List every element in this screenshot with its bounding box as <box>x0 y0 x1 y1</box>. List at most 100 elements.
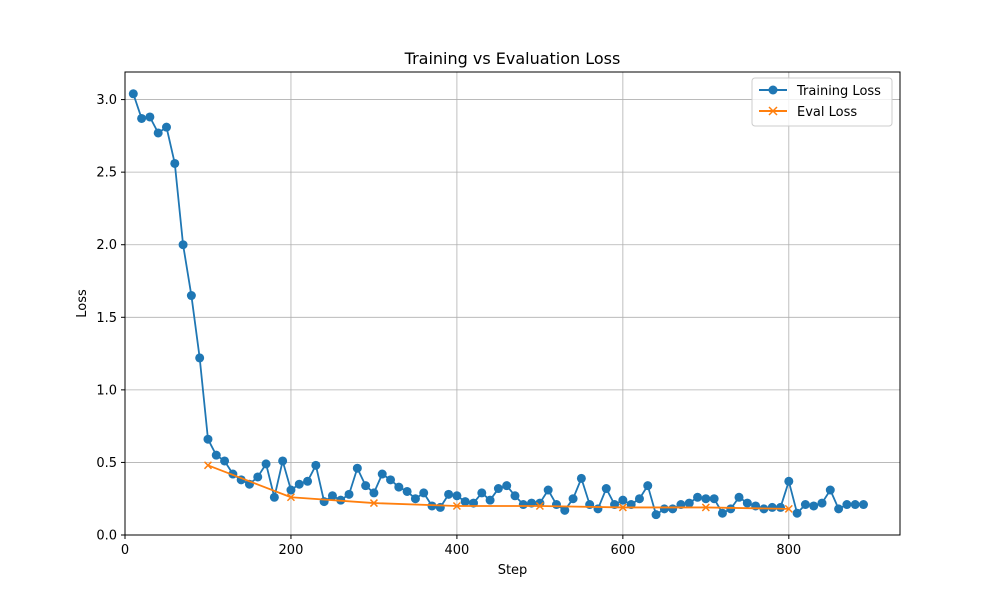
x-axis-label: Step <box>498 563 528 578</box>
training-loss-point <box>211 450 221 460</box>
training-loss-point <box>220 456 230 466</box>
training-loss-point <box>153 128 163 138</box>
training-loss-point <box>477 488 487 498</box>
training-loss-point <box>261 459 271 469</box>
y-tick-label: 1.5 <box>96 311 117 326</box>
training-loss-point <box>327 491 337 501</box>
training-loss-point <box>717 508 727 518</box>
training-loss-point <box>161 122 171 132</box>
training-loss-point <box>643 481 653 491</box>
legend-marker-training <box>768 85 778 95</box>
training-loss-point <box>444 489 454 499</box>
training-loss-point <box>452 491 462 501</box>
training-loss-point <box>850 500 860 510</box>
training-loss-point <box>742 498 752 508</box>
training-loss-point <box>510 491 520 501</box>
plot-area <box>128 89 868 520</box>
eval-loss-point <box>701 503 710 512</box>
eval-loss-point <box>784 504 793 513</box>
training-loss-point <box>186 291 196 301</box>
training-loss-point <box>560 505 570 515</box>
x-axis: 0 200 400 600 800 <box>121 535 801 558</box>
training-loss-point <box>269 492 279 502</box>
legend-marker-eval <box>768 106 778 116</box>
training-loss-point <box>145 112 155 122</box>
training-loss-point <box>178 240 188 250</box>
y-tick-label: 2.5 <box>96 166 117 181</box>
training-loss-point <box>784 476 794 486</box>
training-loss-point <box>809 501 819 511</box>
training-loss-point <box>203 434 213 444</box>
y-tick-label: 1.0 <box>96 383 117 398</box>
y-axis-label: Loss <box>75 289 90 318</box>
training-loss-point <box>776 502 786 512</box>
training-loss-point <box>386 475 396 485</box>
x-tick-label: 400 <box>444 543 469 558</box>
training-loss-point <box>693 492 703 502</box>
training-loss-point <box>701 494 711 504</box>
training-loss-point <box>792 508 802 518</box>
training-loss-point <box>668 504 678 514</box>
training-loss-point <box>286 485 296 495</box>
training-loss-point <box>551 500 561 510</box>
training-loss-point <box>361 481 371 491</box>
y-tick-label: 2.0 <box>96 238 117 253</box>
training-loss-point <box>394 482 404 492</box>
eval-loss-point <box>452 501 461 511</box>
training-loss-point <box>543 485 553 495</box>
training-loss-point <box>568 494 578 504</box>
training-loss-point <box>709 494 719 504</box>
eval-loss-point <box>286 493 295 502</box>
training-loss-point <box>601 484 611 494</box>
training-loss-point <box>170 158 180 168</box>
training-loss-point <box>518 500 528 510</box>
training-loss-point <box>684 498 694 508</box>
training-loss-point <box>344 489 354 499</box>
training-loss-point <box>419 488 429 498</box>
training-loss-point <box>402 486 412 496</box>
training-loss-point <box>278 456 288 466</box>
training-loss-point <box>842 500 852 510</box>
x-tick-label: 600 <box>610 543 635 558</box>
training-loss-point <box>294 479 304 489</box>
training-loss-point <box>576 473 586 483</box>
y-tick-label: 0.0 <box>96 529 117 544</box>
y-axis: 0.0 0.5 1.0 1.5 2.0 2.5 3.0 <box>96 93 125 544</box>
eval-loss-point <box>369 499 378 508</box>
training-loss-point <box>493 484 503 494</box>
training-loss-point <box>502 481 512 491</box>
training-loss-point <box>369 488 379 498</box>
training-loss-point <box>659 504 669 514</box>
training-loss-point <box>460 497 470 507</box>
grid <box>124 72 900 536</box>
training-loss-point <box>485 495 495 505</box>
legend: Training Loss Eval Loss <box>751 77 893 127</box>
training-loss-point <box>128 89 138 99</box>
training-loss-point <box>435 502 445 512</box>
x-tick-label: 0 <box>121 543 129 558</box>
training-loss-point <box>377 469 387 479</box>
training-loss-point <box>858 500 868 510</box>
training-loss-point <box>352 463 362 473</box>
training-loss-point <box>303 476 313 486</box>
training-loss-point <box>726 504 736 514</box>
chart-title: Training vs Evaluation Loss <box>404 49 621 68</box>
axes-frame <box>124 71 901 536</box>
training-loss-point <box>253 472 263 482</box>
training-loss-point <box>817 498 827 508</box>
y-tick-label: 0.5 <box>96 456 117 471</box>
training-loss-point <box>834 504 844 514</box>
training-loss-point <box>825 485 835 495</box>
legend-label-training: Training Loss <box>796 84 881 99</box>
training-loss-point <box>618 495 628 505</box>
eval-loss-point <box>618 503 627 512</box>
y-tick-label: 3.0 <box>96 93 117 108</box>
eval-loss-point <box>203 461 213 470</box>
training-loss-point <box>593 504 603 514</box>
training-loss-point <box>195 353 205 363</box>
legend-label-eval: Eval Loss <box>797 105 857 120</box>
x-tick-label: 800 <box>776 543 801 558</box>
training-loss-point <box>651 510 661 520</box>
x-tick-label: 200 <box>279 543 304 558</box>
